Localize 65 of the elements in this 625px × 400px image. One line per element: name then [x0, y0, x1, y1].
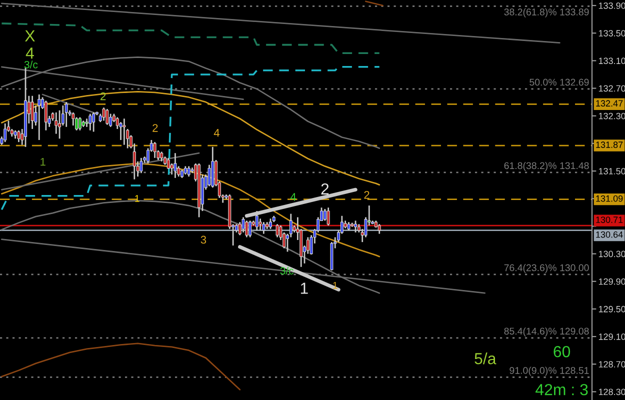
candlestick [323, 208, 326, 222]
candlestick [160, 151, 164, 162]
candlestick [44, 100, 48, 132]
candlestick [88, 113, 92, 132]
candlestick [4, 122, 7, 143]
candlestick [276, 223, 279, 238]
ref-line-label: 91.0(9.0)% 128.51 [510, 366, 589, 376]
candlestick [187, 166, 190, 178]
ref-line-label: 131.87 [596, 142, 623, 148]
ref-line-label: 76.4(23.6)% 130.00 [504, 264, 589, 274]
candlestick [78, 116, 82, 132]
ref-line-label: 61.8(38.2)% 131.48 [504, 162, 589, 172]
annotation: 2 [152, 124, 158, 132]
ref-line-label: 38.2(61.8)% 133.89 [504, 8, 589, 18]
candlestick [64, 101, 68, 128]
candlestick [378, 223, 381, 234]
candlestick [72, 112, 75, 126]
candlestick [109, 113, 112, 128]
annotation: X [24, 30, 35, 42]
annotation: 4 [214, 129, 220, 137]
candlestick [245, 220, 248, 238]
candlestick [354, 220, 358, 234]
candlestick [119, 121, 122, 141]
annotation: 42m : 3 [536, 384, 588, 396]
candlestick [38, 94, 41, 141]
candlestick [268, 218, 272, 230]
candlestick [106, 108, 109, 126]
annotation: 1 [40, 158, 46, 166]
line-series [1, 342, 241, 390]
candlestick [58, 110, 62, 140]
annotation: 5/a [474, 352, 496, 364]
candlestick [30, 95, 34, 130]
ref-line-label: 132.47 [596, 100, 623, 107]
candlestick [92, 112, 96, 132]
ref-line-label: 130.64 [596, 231, 623, 238]
candlestick [140, 157, 143, 174]
candlestick [326, 206, 330, 226]
candlestick [122, 118, 126, 146]
candlestick [258, 218, 262, 232]
candlestick [208, 164, 211, 187]
ref-line-label: 130.71 [596, 216, 623, 223]
candlestick [174, 152, 177, 179]
annotation: 3 [200, 236, 206, 244]
candlestick [262, 221, 266, 234]
annotation: 1 [300, 282, 308, 294]
candlestick [170, 162, 174, 176]
candlestick [238, 221, 242, 236]
candlestick [289, 213, 292, 238]
annotation: 1 [135, 195, 140, 202]
candlestick [102, 106, 106, 122]
annotation: 4 [26, 48, 34, 59]
candlestick [17, 130, 20, 143]
candlestick [54, 112, 58, 134]
annotation: 2 [321, 183, 329, 194]
candlestick [153, 141, 156, 159]
annotation: 3/c [24, 60, 38, 68]
annotation: 2 [100, 92, 106, 100]
ref-line-label: 131.09 [596, 195, 623, 202]
annotation: 3/c [280, 266, 294, 275]
annotation: 60 [554, 346, 570, 358]
annotation: 2 [364, 190, 370, 199]
ref-line-label: 50.0% 132.69 [530, 78, 589, 86]
candlestick [75, 116, 78, 132]
ref-line-label: 85.4(14.6)% 129.08 [504, 327, 589, 337]
candlestick [248, 220, 252, 238]
